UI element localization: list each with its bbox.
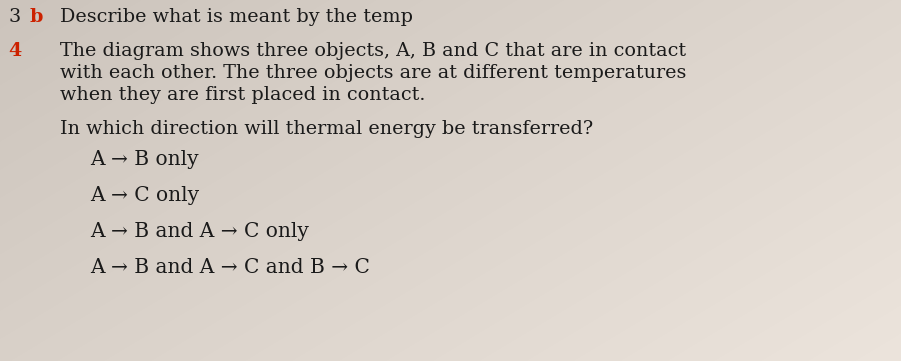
Text: b: b <box>30 8 43 26</box>
Text: when they are first placed in contact.: when they are first placed in contact. <box>60 86 425 104</box>
Text: A → B and A → C only: A → B and A → C only <box>90 222 309 241</box>
Text: In which direction will thermal energy be transferred?: In which direction will thermal energy b… <box>60 120 593 138</box>
Text: Describe what is meant by the temp: Describe what is meant by the temp <box>60 8 413 26</box>
Text: 4: 4 <box>8 42 22 60</box>
Text: A → B only: A → B only <box>90 150 198 169</box>
Text: A → B and A → C and B → C: A → B and A → C and B → C <box>90 258 370 277</box>
Text: with each other. The three objects are at different temperatures: with each other. The three objects are a… <box>60 64 687 82</box>
Text: The diagram shows three objects, A, B and C that are in contact: The diagram shows three objects, A, B an… <box>60 42 687 60</box>
Text: A → C only: A → C only <box>90 186 199 205</box>
Text: 3: 3 <box>8 8 20 26</box>
